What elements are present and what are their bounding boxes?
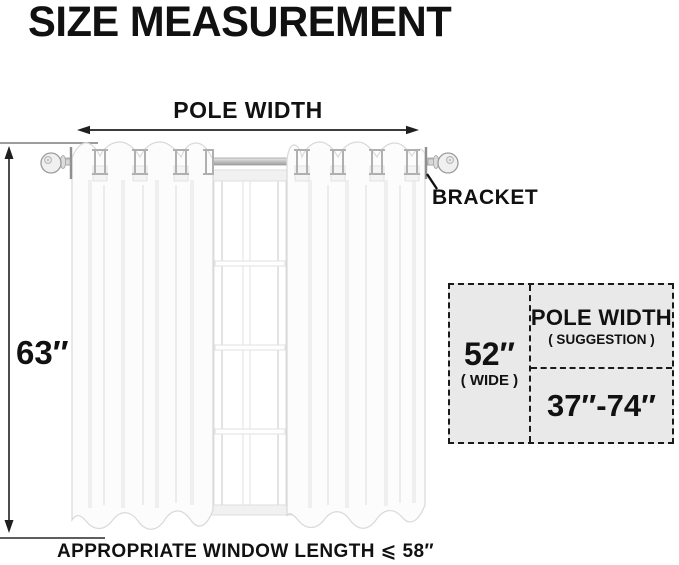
size-box-pole-width-cell: POLE WIDTH ( SUGGESTION ) [530,285,672,369]
grommet [132,149,148,182]
right-panel-folds [308,180,416,508]
grommet [369,149,385,182]
size-box-range-cell: 37″-74″ [531,369,672,442]
page-title: SIZE MEASUREMENT [28,0,452,46]
left-panel-fold-lines [103,185,177,505]
bracket-pointer-line [426,173,438,190]
left-finial [40,152,71,174]
pole-width-range: 37″-74″ [546,387,656,423]
curtain-length-label: 63″ [16,334,69,371]
right-curtain-panel [286,141,426,529]
size-box-width-cell: 52″ ( WIDE ) [450,285,531,442]
grommet [203,149,214,175]
width-value: 52″ [463,335,515,372]
size-suggestion-box: 52″ ( WIDE ) POLE WIDTH ( SUGGESTION ) 3… [448,283,674,444]
pole-width-measure-arrow [77,125,419,135]
left-curtain-panel [71,141,214,530]
pole-width-label: POLE WIDTH [173,97,323,123]
grommets [92,149,420,182]
grommet [404,149,420,182]
pole-width-note: ( SUGGESTION ) [548,332,655,347]
window-sill [203,504,297,516]
grommet [294,149,310,182]
grommet [330,149,346,182]
right-finial [427,152,459,174]
pole-width-heading: POLE WIDTH [530,305,672,330]
height-measure-arrow [4,146,14,533]
size-box-right-column: POLE WIDTH ( SUGGESTION ) 37″-74″ [530,285,672,442]
grommet [92,149,108,182]
width-note: ( WIDE ) [460,372,519,390]
bracket-label: BRACKET [432,186,539,209]
left-panel-folds [88,180,194,508]
window-illustration [203,169,297,516]
window-length-label: APPROPRIATE WINDOW LENGTH ⩽ 58″ [57,541,434,562]
grommet [173,149,189,182]
right-panel-fold-lines [327,185,401,505]
